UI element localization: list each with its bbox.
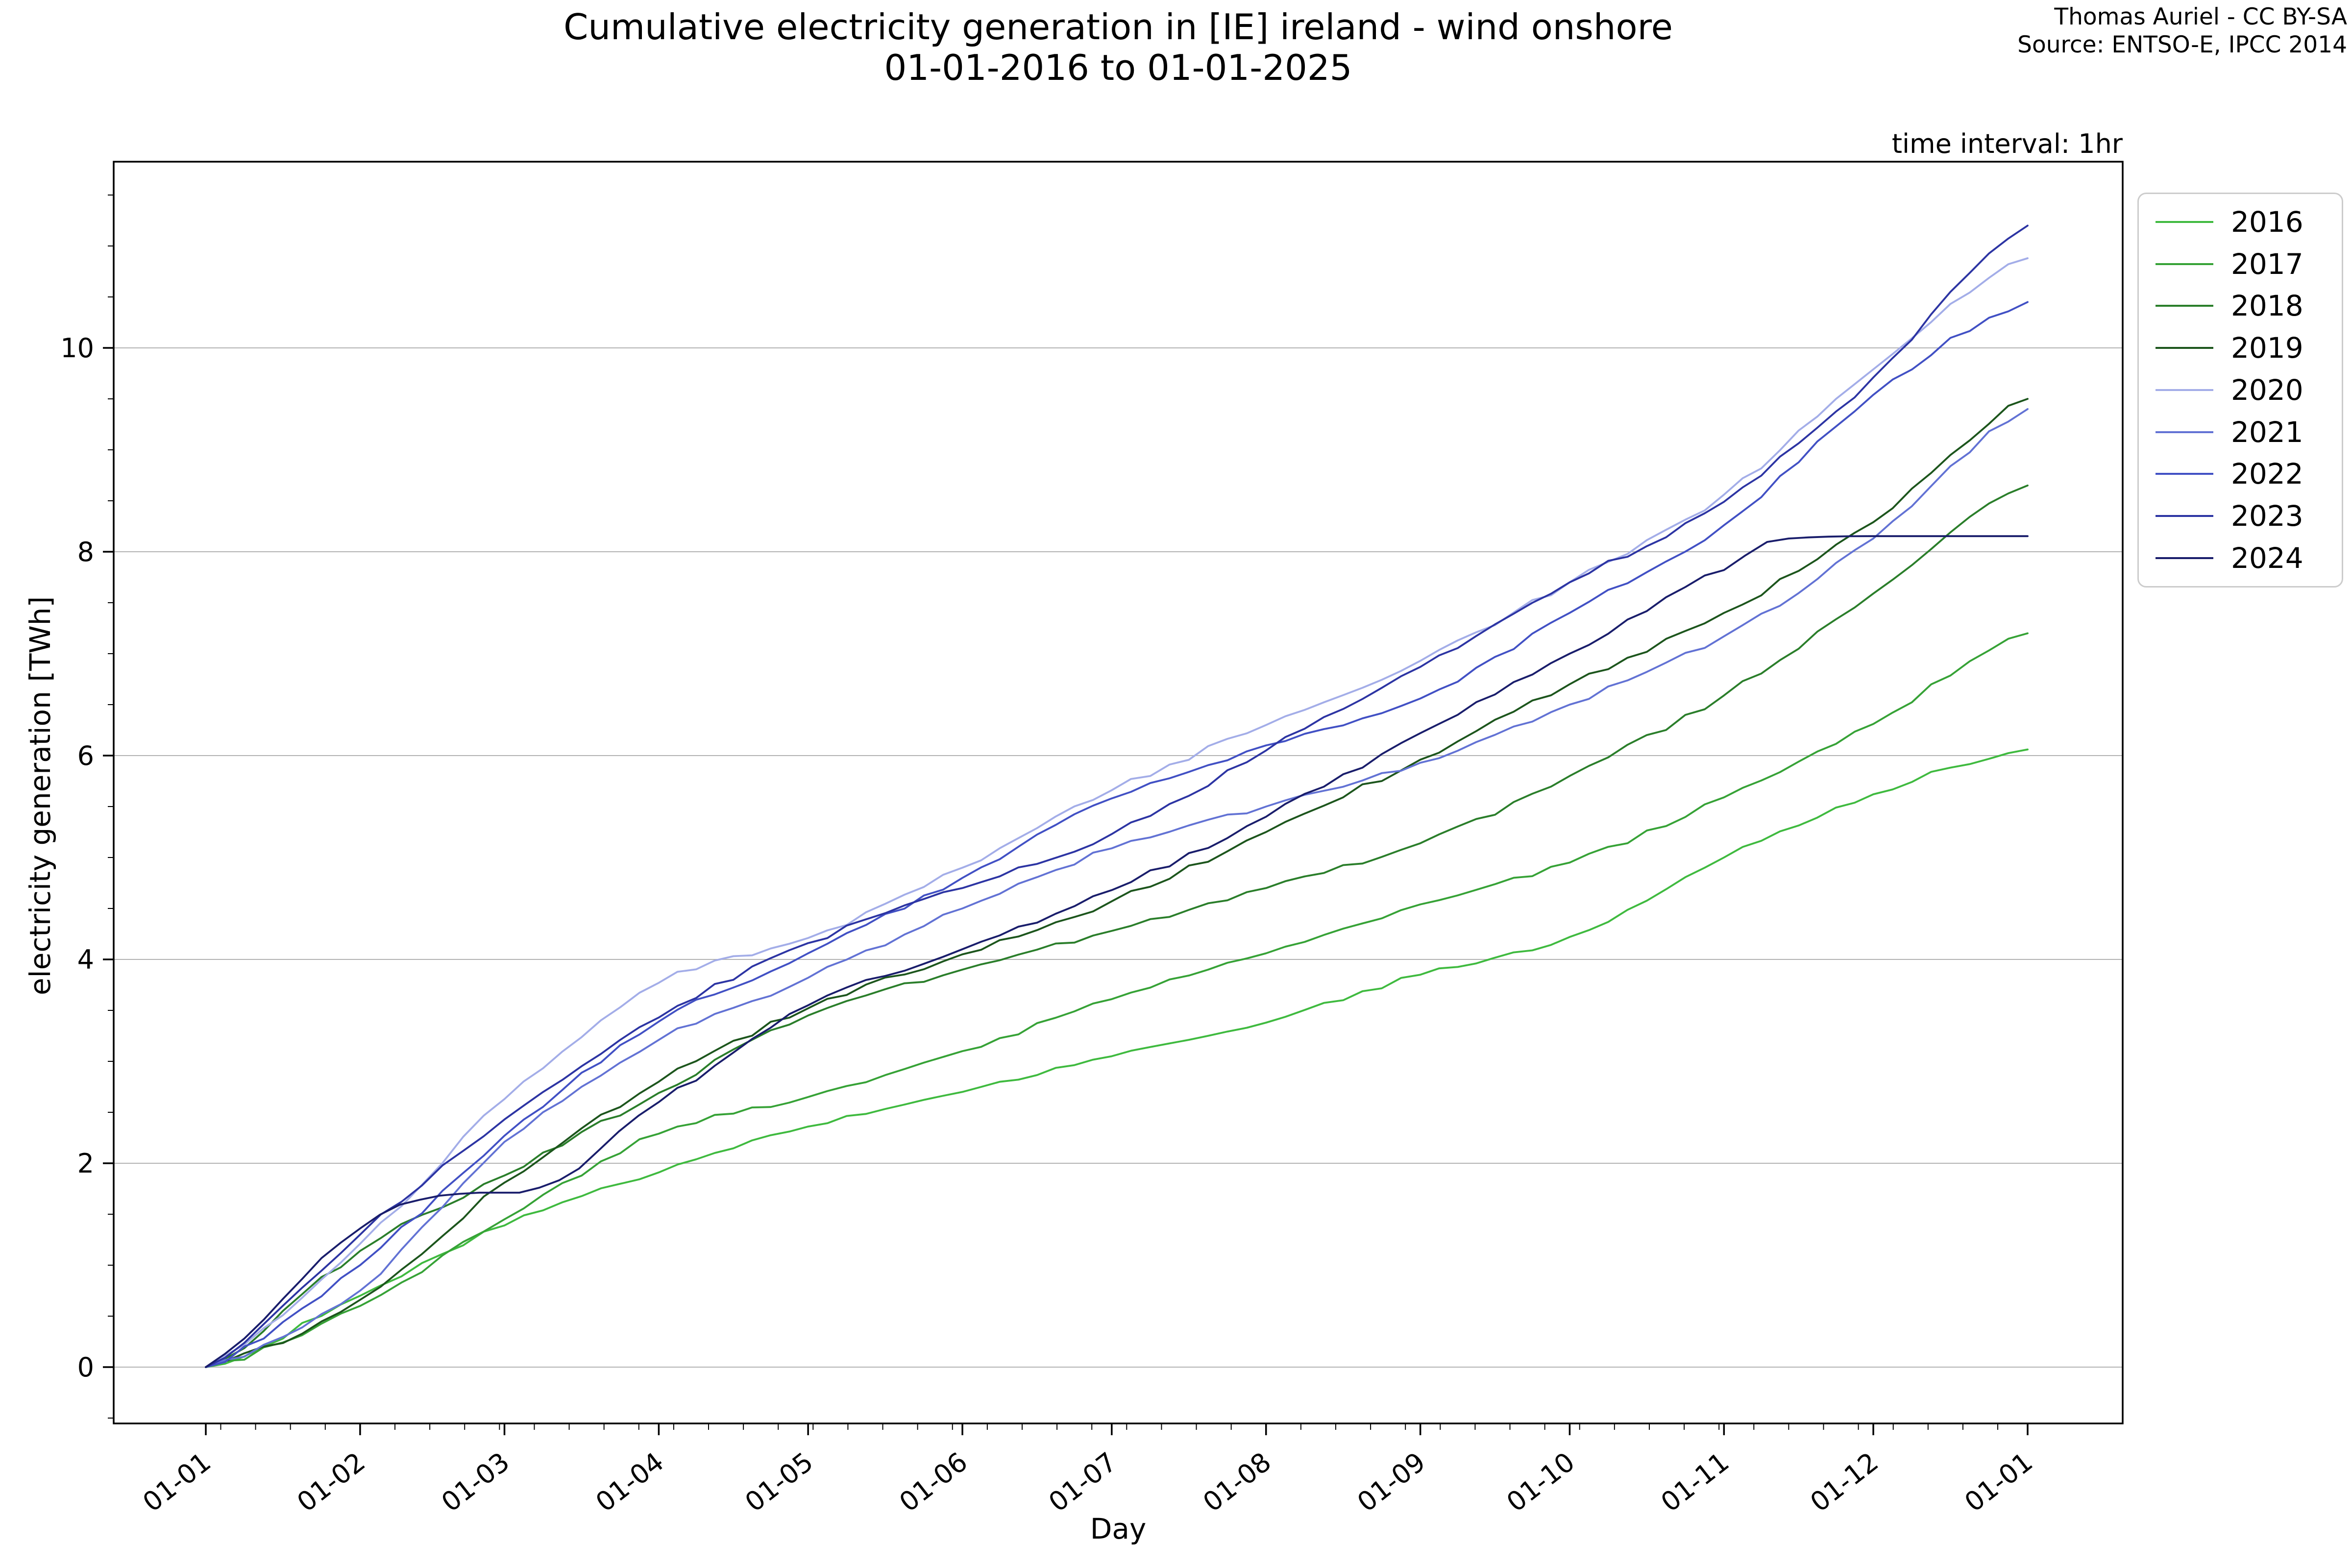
y-tick-label: 0 — [77, 1352, 94, 1383]
legend-swatch — [2156, 305, 2213, 307]
series-line-2019 — [205, 398, 2029, 1368]
x-axis-label: Day — [1090, 1512, 1147, 1545]
legend-swatch — [2156, 347, 2213, 349]
x-tick-label: 01-08 — [1197, 1446, 1276, 1518]
legend-label: 2023 — [2231, 499, 2303, 533]
y-tick-label: 4 — [77, 944, 94, 975]
legend-label: 2017 — [2231, 247, 2303, 281]
y-tick-label: 2 — [77, 1148, 94, 1179]
legend-swatch — [2156, 389, 2213, 391]
x-tick-label: 01-03 — [436, 1446, 515, 1518]
attribution: Thomas Auriel - CC BY-SA Source: ENTSO-E… — [2017, 3, 2347, 59]
legend-label: 2019 — [2231, 331, 2303, 365]
series-line-2016 — [205, 748, 2029, 1368]
series-line-2017 — [205, 632, 2029, 1368]
series-line-2024 — [205, 535, 2029, 1368]
legend-entry-2024: 2024 — [2139, 541, 2342, 575]
x-tick-label: 01-04 — [590, 1446, 669, 1518]
legend-entry-2021: 2021 — [2139, 416, 2342, 449]
x-tick-label: 01-01 — [1959, 1446, 2038, 1518]
y-tick-label: 10 — [60, 333, 94, 364]
legend-label: 2016 — [2231, 205, 2303, 239]
chart-title: Cumulative electricity generation in [IE… — [114, 7, 2123, 88]
legend-entry-2022: 2022 — [2139, 457, 2342, 490]
x-tick-label: 01-02 — [291, 1446, 370, 1518]
legend-entry-2019: 2019 — [2139, 331, 2342, 365]
chart-title-line1: Cumulative electricity generation in [IE… — [564, 6, 1673, 48]
legend-label: 2022 — [2231, 457, 2303, 491]
series-line-2018 — [205, 484, 2029, 1368]
legend-swatch — [2156, 557, 2213, 559]
series-line-2022 — [205, 301, 2029, 1368]
legend-entry-2020: 2020 — [2139, 373, 2342, 407]
legend-box: 2016 2017 2018 2019 2020 2021 2022 2023 2024 — [2137, 193, 2343, 588]
x-tick-label: 01-10 — [1501, 1446, 1580, 1518]
legend-label: 2024 — [2231, 541, 2303, 575]
x-tick-label: 01-06 — [894, 1446, 973, 1518]
legend-entry-2023: 2023 — [2139, 499, 2342, 533]
series-line-2023 — [205, 224, 2029, 1368]
attribution-source: Source: ENTSO-E, IPCC 2014 — [2017, 31, 2347, 59]
attribution-author: Thomas Auriel - CC BY-SA — [2054, 3, 2347, 30]
legend-swatch — [2156, 515, 2213, 517]
x-tick-label: 01-11 — [1655, 1446, 1735, 1518]
legend-swatch — [2156, 220, 2213, 223]
y-tick-label: 6 — [77, 740, 94, 771]
series-line-2021 — [205, 408, 2029, 1368]
y-tick-label: 8 — [77, 537, 94, 567]
x-tick-label: 01-09 — [1351, 1446, 1431, 1518]
x-tick-label: 01-07 — [1043, 1446, 1122, 1518]
legend-entry-2018: 2018 — [2139, 289, 2342, 322]
legend-label: 2020 — [2231, 373, 2303, 407]
x-tick-label: 01-05 — [739, 1446, 819, 1518]
chart-title-line2: 01-01-2016 to 01-01-2025 — [884, 47, 1352, 88]
time-interval-annotation: time interval: 1hr — [1891, 128, 2123, 159]
legend-swatch — [2156, 263, 2213, 265]
x-tick-label: 01-01 — [137, 1446, 217, 1518]
legend-label: 2018 — [2231, 289, 2303, 323]
series-line-2020 — [205, 257, 2029, 1368]
legend-label: 2021 — [2231, 415, 2303, 449]
x-tick-label: 01-12 — [1805, 1446, 1884, 1518]
legend-entry-2016: 2016 — [2139, 205, 2342, 239]
legend-entry-2017: 2017 — [2139, 247, 2342, 281]
axes-frame — [113, 161, 2124, 1424]
legend-swatch — [2156, 473, 2213, 475]
legend-swatch — [2156, 431, 2213, 433]
